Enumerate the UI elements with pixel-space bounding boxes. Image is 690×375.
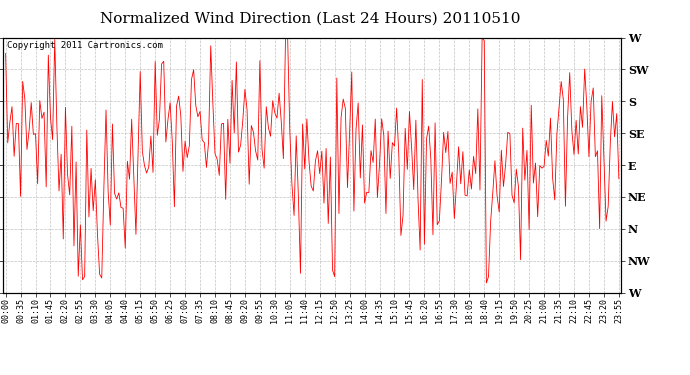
Text: Copyright 2011 Cartronics.com: Copyright 2011 Cartronics.com	[6, 41, 162, 50]
Text: Normalized Wind Direction (Last 24 Hours) 20110510: Normalized Wind Direction (Last 24 Hours…	[100, 11, 521, 25]
